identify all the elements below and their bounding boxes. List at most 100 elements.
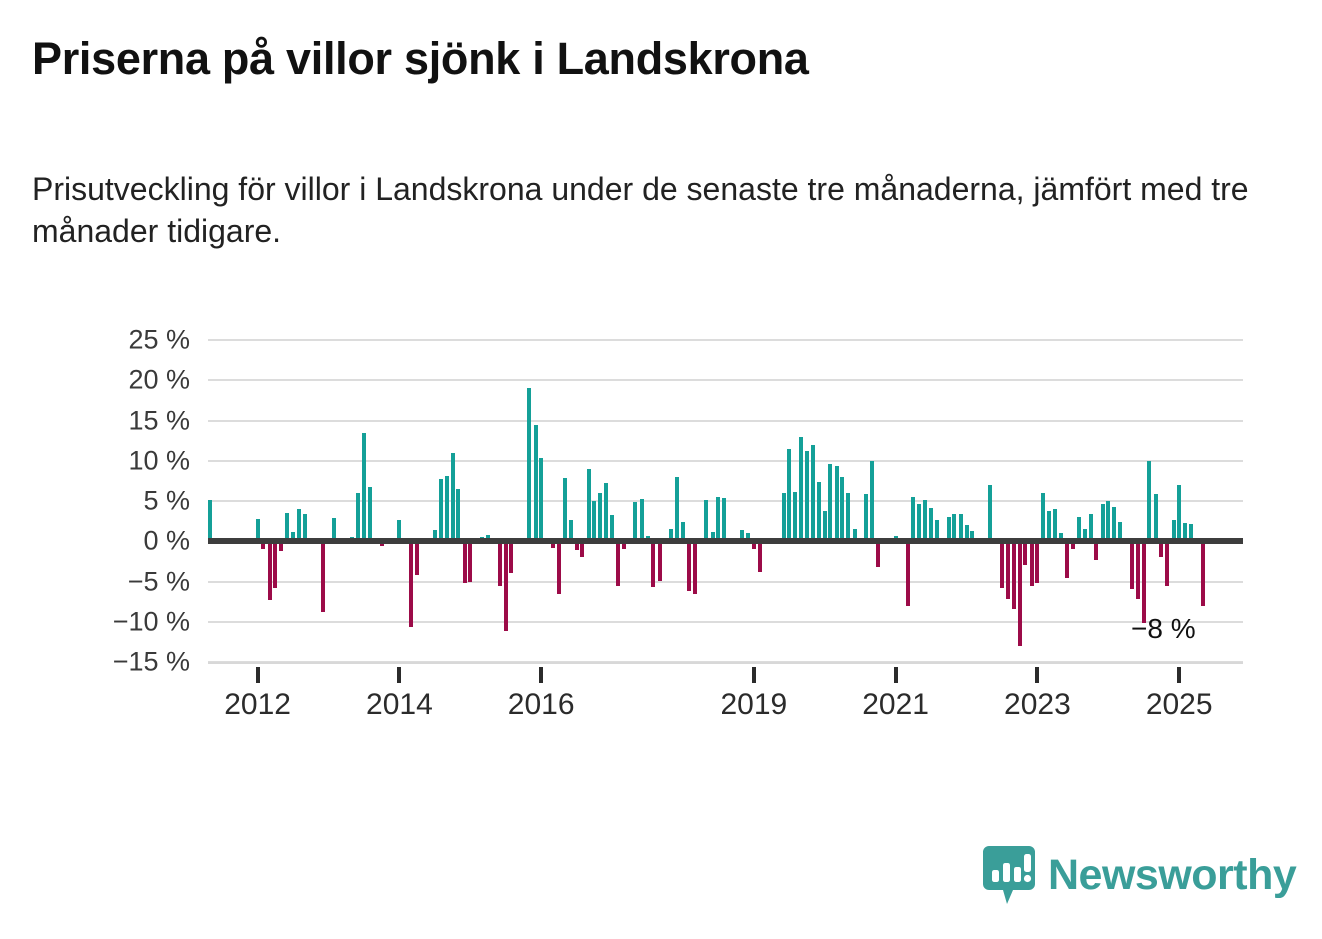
bar — [1035, 541, 1040, 584]
bar — [952, 513, 957, 542]
bar — [686, 541, 691, 592]
bar-series — [208, 340, 1243, 662]
bar — [610, 515, 615, 542]
bar — [651, 541, 656, 588]
x-axis: 2012 2014 2016 2019 2021 2023 2025 — [208, 662, 1243, 722]
gridline — [208, 620, 1243, 623]
bar — [805, 451, 810, 542]
x-tick — [255, 667, 260, 683]
bar — [361, 432, 366, 542]
bar — [415, 541, 420, 576]
gridline — [208, 580, 1243, 583]
bar — [1094, 541, 1099, 560]
bar — [834, 466, 839, 542]
bar — [267, 541, 272, 600]
gridline — [208, 379, 1243, 382]
bar — [716, 496, 721, 542]
bar — [787, 448, 792, 542]
bar — [1076, 517, 1081, 542]
bar — [1200, 541, 1205, 606]
bar — [551, 541, 556, 548]
bar — [1147, 460, 1152, 542]
y-tick-label: −5 % — [127, 566, 190, 596]
bar — [486, 534, 491, 542]
bar — [668, 529, 673, 542]
bar — [255, 518, 260, 542]
bar — [332, 517, 337, 542]
bar — [1100, 504, 1105, 542]
bar — [527, 388, 532, 542]
bar — [1029, 541, 1034, 586]
bar — [639, 499, 644, 542]
bar — [432, 529, 437, 542]
bar — [929, 508, 934, 542]
bar — [409, 541, 414, 628]
bar — [273, 541, 278, 588]
bar — [958, 513, 963, 542]
page-subtitle: Prisutveckling för villor i Landskrona u… — [32, 171, 1249, 250]
bar — [456, 488, 461, 542]
bar — [934, 520, 939, 542]
y-tick-label: −10 % — [112, 606, 190, 637]
bar — [285, 513, 290, 542]
gridline — [208, 339, 1243, 341]
bar — [1171, 520, 1176, 542]
bar — [633, 501, 638, 542]
newsworthy-logo: Newsworthy — [983, 845, 1297, 905]
bar — [450, 452, 455, 542]
x-tick-label: 2016 — [507, 688, 575, 721]
bar — [367, 486, 372, 542]
bar — [320, 541, 325, 613]
bar — [1106, 501, 1111, 542]
bar — [1017, 541, 1022, 646]
bar — [870, 460, 875, 542]
bar — [568, 520, 573, 542]
bar — [739, 529, 744, 542]
page-title: Priserna på villor sjönk i Landskrona — [32, 33, 809, 84]
bar — [468, 541, 473, 583]
bar — [1159, 541, 1164, 558]
bar — [592, 501, 597, 542]
bar — [657, 541, 662, 581]
bar — [863, 493, 868, 542]
bar — [722, 497, 727, 542]
logo-wordmark: Newsworthy — [1048, 850, 1297, 899]
bar — [1012, 541, 1017, 609]
bar — [509, 541, 514, 574]
x-tick — [893, 667, 898, 683]
bar — [710, 531, 715, 542]
y-tick-label: 0 % — [143, 525, 190, 556]
bar — [846, 492, 851, 542]
bar — [999, 541, 1004, 588]
zero-line — [208, 538, 1243, 545]
bar — [397, 519, 402, 542]
x-tick-label: 2023 — [1004, 688, 1071, 721]
bar — [987, 484, 992, 542]
bar — [964, 525, 969, 542]
bar — [462, 541, 467, 584]
bar — [757, 541, 762, 572]
bar — [1189, 523, 1194, 542]
bar — [704, 500, 709, 542]
bar — [1136, 541, 1141, 600]
bar — [675, 476, 680, 542]
bar — [751, 541, 756, 550]
bar — [680, 521, 685, 542]
bar — [1111, 507, 1116, 542]
bar — [356, 492, 361, 542]
bar — [792, 492, 797, 542]
y-tick-label: 15 % — [128, 405, 190, 435]
y-tick-label: 25 % — [128, 324, 190, 355]
bar — [1141, 541, 1146, 624]
gridline — [208, 459, 1243, 462]
bar — [1153, 493, 1158, 542]
bar — [946, 517, 951, 542]
bar — [615, 541, 620, 586]
bar — [810, 444, 815, 542]
y-tick-label: −15 % — [112, 646, 190, 677]
bar — [923, 500, 928, 542]
bar — [1129, 541, 1134, 589]
x-tick-label: 2012 — [224, 688, 291, 721]
bar — [598, 492, 603, 542]
